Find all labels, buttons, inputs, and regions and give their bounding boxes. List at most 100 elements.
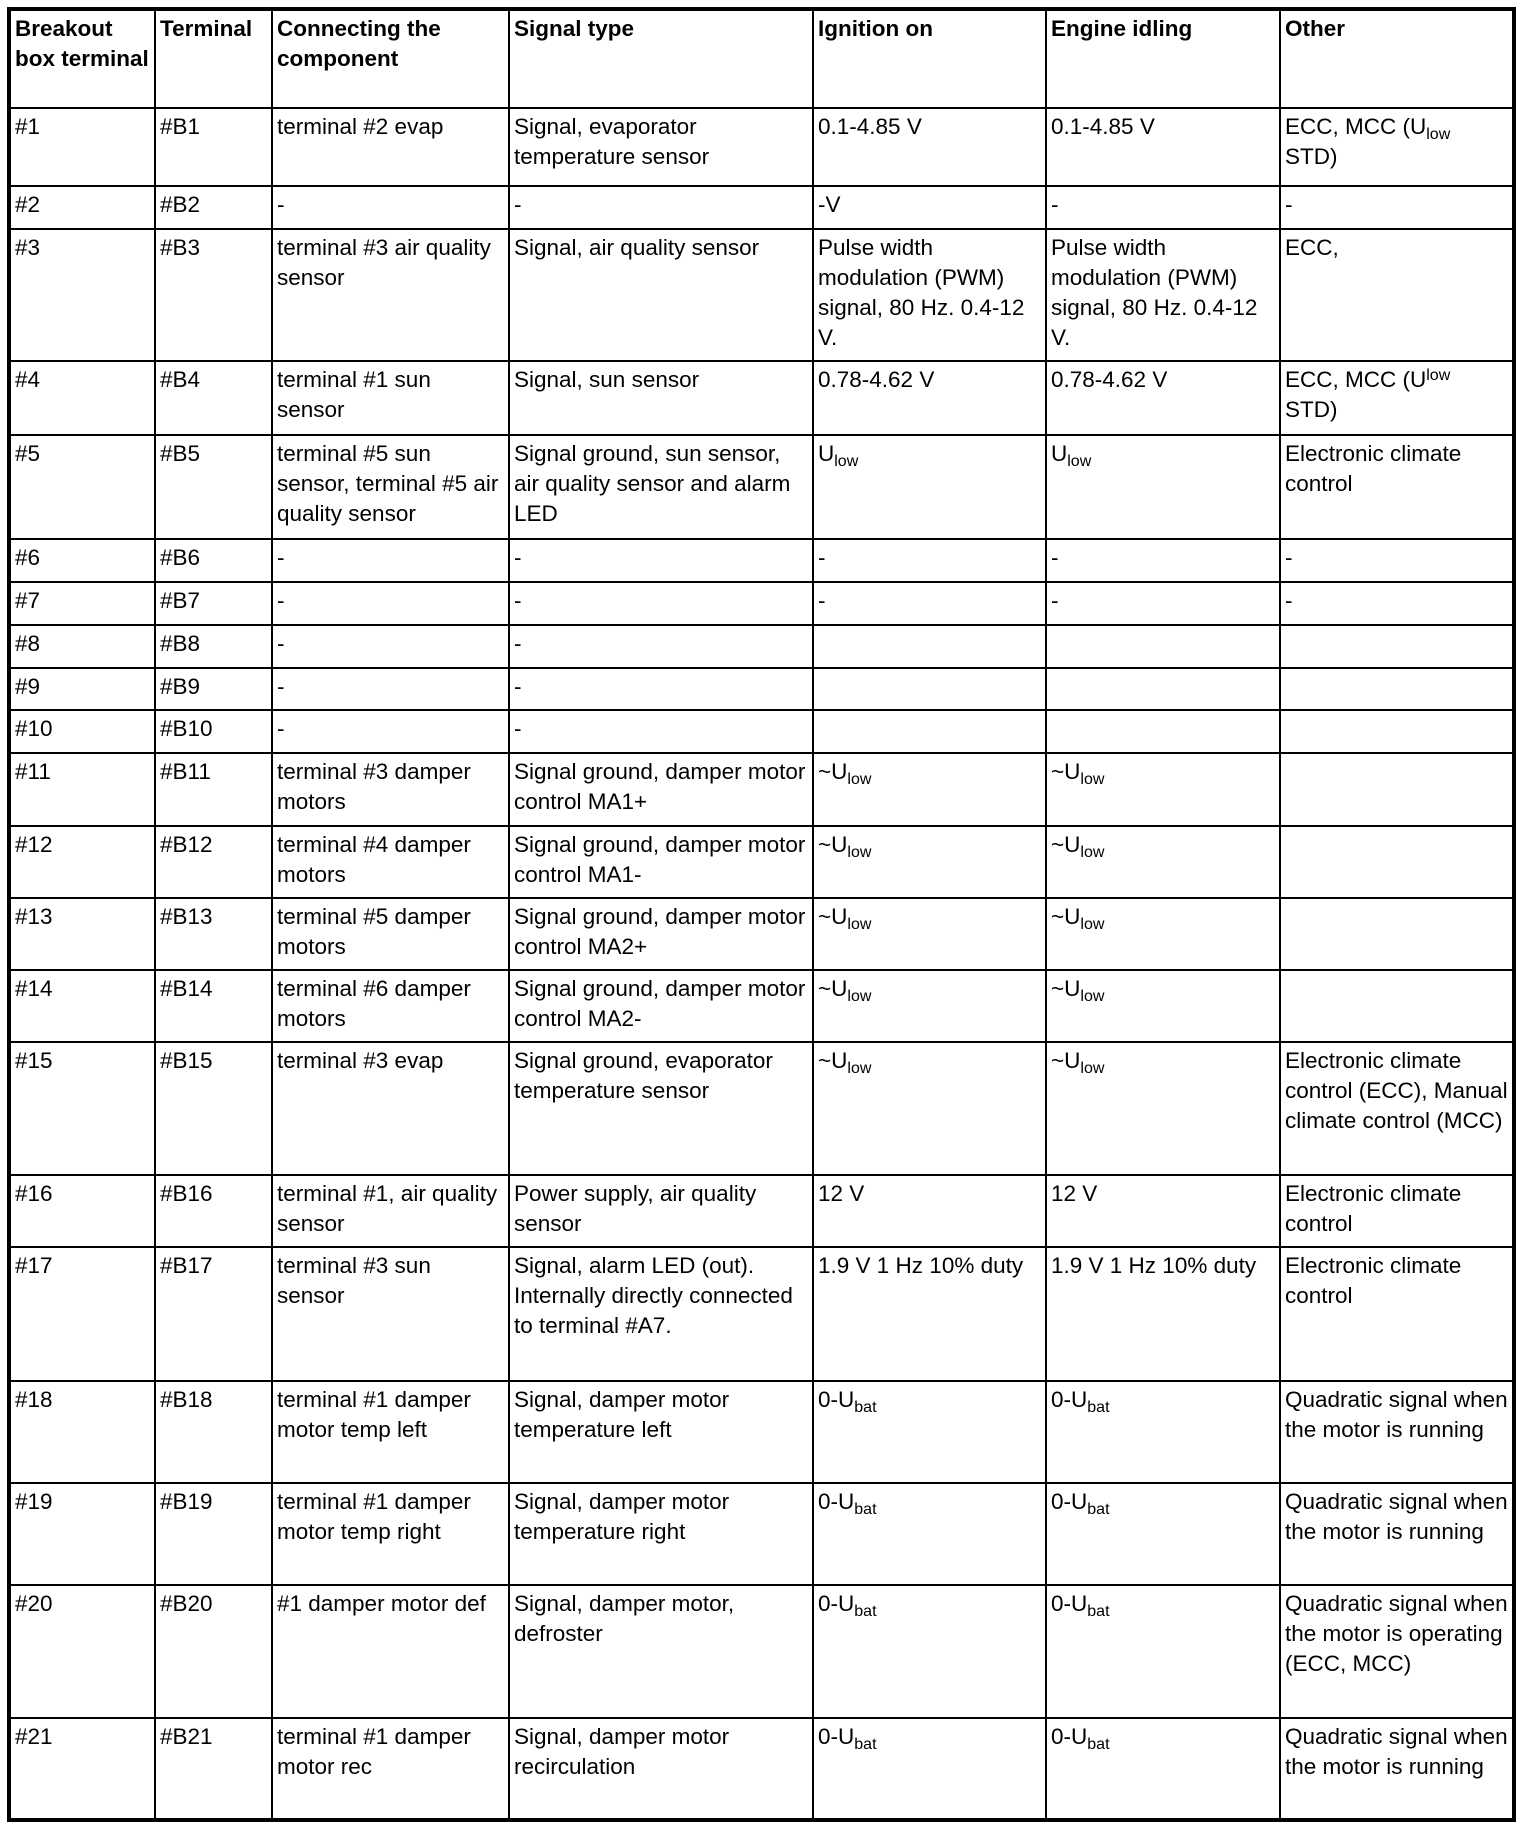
cell-engine-idling: - [1045,538,1281,583]
cell-breakout-terminal: #20 [8,1584,156,1719]
cell-text: ~U [1051,1048,1081,1073]
superscript: low [1426,367,1451,384]
subscript: bat [1087,1399,1110,1416]
cell-connecting-component: - [271,185,510,230]
cell-other: ECC, [1279,228,1515,362]
cell-signal-type: - [508,667,814,711]
cell-connecting-component: terminal #6 damper motors [271,969,510,1043]
cell-text: ~U [818,1048,848,1073]
cell-signal-type: - [508,185,814,230]
cell-other: Quadratic signal when the motor is runni… [1279,1717,1515,1821]
cell-terminal: #B16 [154,1174,273,1248]
cell-engine-idling: - [1045,185,1281,230]
cell-connecting-component: - [271,581,510,626]
cell-terminal: #B6 [154,538,273,583]
cell-breakout-terminal: #13 [8,897,156,971]
table-row: #17 #B17 terminal #3 sun sensor Signal, ala… [8,1246,1515,1382]
cell-signal-type: - [508,709,814,754]
cell-signal-type: Signal, damper motor recirculation [508,1717,814,1821]
cell-ignition-on: ~Ulow [812,897,1047,971]
cell-engine-idling: ~Ulow [1045,825,1281,899]
cell-connecting-component: terminal #1 sun sensor [271,360,510,436]
cell-ignition-on: ~Ulow [812,969,1047,1043]
table-row: #3 #B3 terminal #3 air quality sensor Signa… [8,228,1515,362]
subscript: bat [854,1399,877,1416]
cell-engine-idling: ~Ulow [1045,897,1281,971]
cell-terminal: #B18 [154,1380,273,1484]
cell-ignition-on [812,624,1047,669]
cell-signal-type: Signal, evaporator temperature sensor [508,107,814,187]
header-connecting-component: Connecting the component [271,8,510,109]
cell-signal-type: Signal ground, damper motor control MA2- [508,969,814,1043]
cell-engine-idling: 1.9 V 1 Hz 10% duty [1045,1246,1281,1382]
cell-text: ~U [1051,759,1081,784]
cell-engine-idling: 12 V [1045,1174,1281,1248]
cell-engine-idling: 0-Ubat [1045,1717,1281,1821]
subscript: low [834,453,859,470]
cell-ignition-on: 0.78-4.62 V [812,360,1047,436]
cell-ignition-on: 0.1-4.85 V [812,107,1047,187]
cell-other [1279,825,1515,899]
cell-signal-type: Power supply, air quality sensor [508,1174,814,1248]
cell-other: Electronic climate control [1279,1246,1515,1382]
cell-ignition-on: 0-Ubat [812,1482,1047,1586]
cell-text: 0-U [1051,1489,1088,1514]
subscript: low [847,1060,872,1077]
table-row: #15 #B15 terminal #3 evap Signal ground, ev… [8,1041,1515,1176]
cell-ignition-on: 1.9 V 1 Hz 10% duty [812,1246,1047,1382]
cell-terminal: #B1 [154,107,273,187]
cell-signal-type: Signal ground, evaporator temperature se… [508,1041,814,1176]
subscript: bat [1087,1603,1110,1620]
subscript: bat [1087,1501,1110,1518]
cell-text: ~U [1051,832,1081,857]
cell-ignition-on: -V [812,185,1047,230]
cell-other [1279,897,1515,971]
cell-other: - [1279,538,1515,583]
breakout-box-terminal-table: Breakout box terminal Terminal Connecting … [7,7,1516,1822]
cell-other: - [1279,185,1515,230]
cell-signal-type: Signal, alarm LED (out). Internally dire… [508,1246,814,1382]
cell-ignition-on: 12 V [812,1174,1047,1248]
table-row: #19 #B19 terminal #1 damper motor temp rig… [8,1482,1515,1586]
header-other: Other [1279,8,1515,109]
cell-text: 0-U [1051,1724,1088,1749]
cell-terminal: #B19 [154,1482,273,1586]
cell-signal-type: Signal, damper motor temperature right [508,1482,814,1586]
cell-terminal: #B9 [154,667,273,711]
cell-other: ECC, MCC (Ulow STD) [1279,360,1515,436]
table-row: #18 #B18 terminal #1 damper motor temp lef… [8,1380,1515,1484]
subscript: bat [854,1603,877,1620]
cell-engine-idling: - [1045,581,1281,626]
cell-breakout-terminal: #14 [8,969,156,1043]
cell-breakout-terminal: #17 [8,1246,156,1382]
cell-ignition-on: ~Ulow [812,825,1047,899]
cell-terminal: #B20 [154,1584,273,1719]
table-row: #6 #B6- - - - - [8,538,1515,583]
cell-terminal: #B5 [154,434,273,540]
cell-text: ~U [818,832,848,857]
header-terminal: Terminal [154,8,273,109]
cell-other: Quadratic signal when the motor is runni… [1279,1482,1515,1586]
table-row: #20 #B20 #1 damper motor def Signal, damper… [8,1584,1515,1719]
table-row: #5 #B5 terminal #5 sun sensor, terminal #5… [8,434,1515,540]
cell-terminal: #B11 [154,752,273,827]
cell-breakout-terminal: #5 [8,434,156,540]
cell-engine-idling [1045,709,1281,754]
cell-other [1279,624,1515,669]
cell-breakout-terminal: #19 [8,1482,156,1586]
cell-ignition-on: 0-Ubat [812,1584,1047,1719]
cell-text: U [1051,441,1068,466]
cell-signal-type: Signal, damper motor temperature left [508,1380,814,1484]
cell-signal-type: - [508,538,814,583]
cell-text: ~U [818,976,848,1001]
cell-terminal: #B21 [154,1717,273,1821]
cell-ignition-on: 0-Ubat [812,1717,1047,1821]
cell-terminal: #B13 [154,897,273,971]
table-header-row: Breakout box terminal Terminal Connecting … [8,8,1515,109]
cell-breakout-terminal: #8 [8,624,156,669]
cell-terminal: #B7 [154,581,273,626]
cell-other: Electronic climate control (ECC), Manual… [1279,1041,1515,1176]
cell-ignition-on: ~Ulow [812,1041,1047,1176]
cell-text: 0-U [818,1387,855,1412]
table-row: #9 #B9- - [8,667,1515,711]
